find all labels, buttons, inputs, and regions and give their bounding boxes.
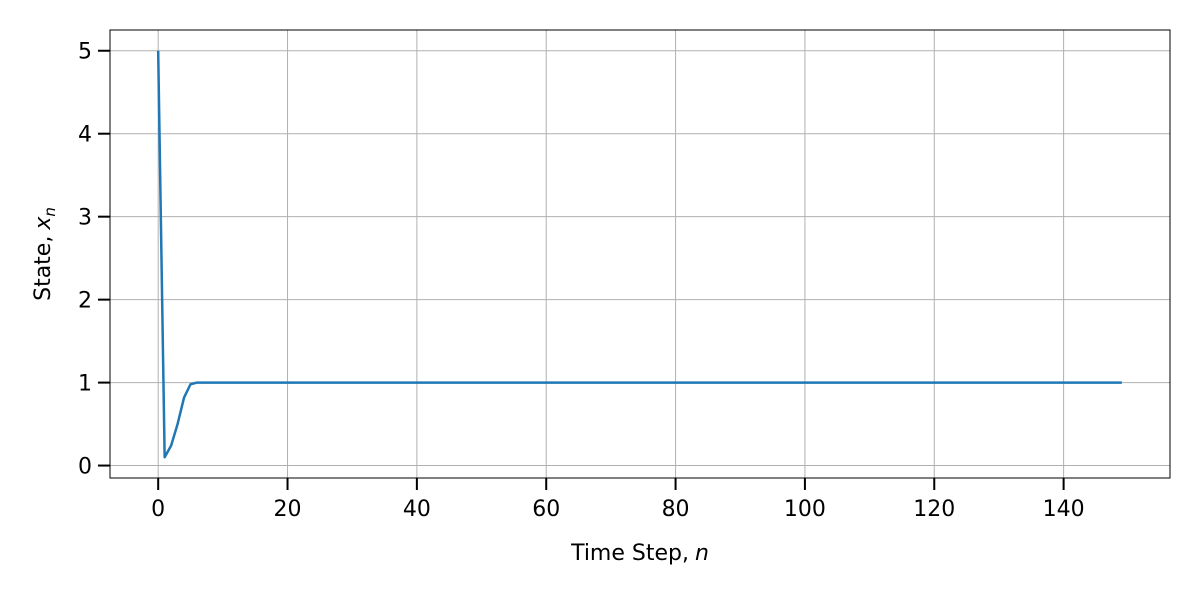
y-tick-label: 1 (78, 372, 92, 397)
x-tick-label: 40 (403, 497, 431, 522)
y-axis-label-subscript: n (41, 207, 59, 217)
y-axis-label-variable: x (31, 216, 56, 231)
x-tick-label: 100 (784, 497, 826, 522)
x-axis-ticks: 0 20 40 60 80 100 120 140 (151, 478, 1085, 522)
y-tick-label: 4 (78, 123, 92, 148)
x-axis-label-text: Time Step, (570, 541, 689, 566)
y-axis-ticks: 0 1 2 3 4 5 (78, 40, 110, 480)
y-tick-label: 3 (78, 206, 92, 231)
x-axis-label: Time Step, n (570, 541, 709, 566)
x-tick-label: 0 (151, 497, 165, 522)
grid (110, 30, 1170, 478)
x-axis-label-variable: n (695, 541, 709, 566)
state-series-line (156, 50, 1122, 459)
x-tick-label: 120 (913, 497, 955, 522)
x-tick-label: 140 (1043, 497, 1085, 522)
y-tick-label: 0 (78, 455, 92, 480)
series-layer (156, 50, 1122, 459)
x-tick-label: 80 (662, 497, 690, 522)
y-axis-label: State, xn (31, 207, 59, 301)
x-tick-label: 60 (532, 497, 560, 522)
plot-frame (109, 29, 1171, 479)
x-tick-label: 20 (274, 497, 302, 522)
y-tick-label: 5 (78, 40, 92, 65)
y-tick-label: 2 (78, 289, 92, 314)
y-axis-label-text: State, (31, 236, 56, 301)
